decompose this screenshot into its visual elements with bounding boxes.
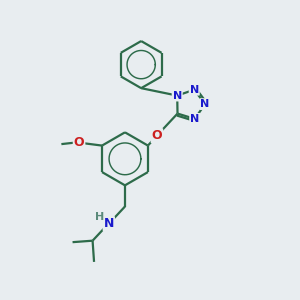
Text: N: N (190, 114, 200, 124)
Text: O: O (152, 129, 162, 142)
Text: H: H (95, 212, 104, 222)
Text: N: N (200, 99, 210, 109)
Text: N: N (190, 85, 199, 95)
Text: N: N (103, 217, 114, 230)
Text: O: O (74, 136, 84, 149)
Text: N: N (172, 91, 182, 100)
